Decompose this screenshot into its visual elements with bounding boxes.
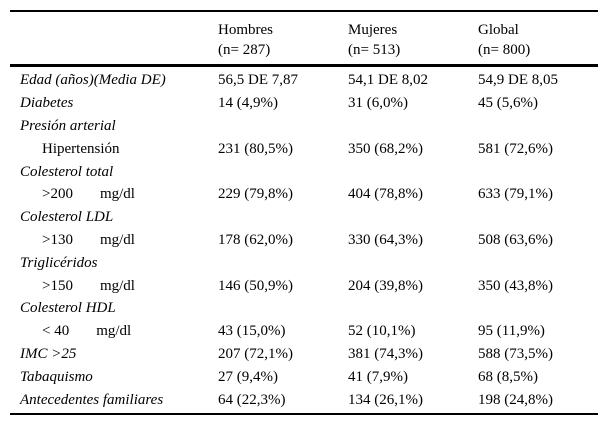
cell-value: 404 (78,8%) — [348, 186, 423, 203]
row-label-cell: Colesterol LDL — [10, 206, 218, 228]
row-label-cell: Colesterol total — [10, 161, 218, 183]
row-label-cell: Hipertensión — [10, 138, 218, 160]
cell-value: 52 (10,1%) — [348, 323, 416, 340]
cell-value: 95 (11,9%) — [478, 323, 545, 340]
row-label: Presión arterial — [20, 117, 116, 134]
row-label-cell: Presión arterial — [10, 115, 218, 137]
row-label: >130 — [42, 231, 73, 248]
row-unit: mg/dl — [99, 277, 135, 294]
cell-value: 178 (62,0%) — [218, 231, 293, 248]
row-label: Colesterol total — [20, 163, 114, 180]
row-label-cell: Diabetes — [10, 92, 218, 114]
table-row: Diabetes 14 (4,9%) 31 (6,0%) 45 (5,6%) — [10, 92, 598, 115]
col-header-global: Global (n= 800) — [478, 20, 598, 60]
table-row: Antecedentes familiares 64 (22,3%) 134 (26… — [10, 388, 598, 411]
table-row: >130 mg/dl 178 (62,0%) 330 (64,3%) 508 (63,6… — [10, 229, 598, 252]
row-label-cell: >130 mg/dl — [10, 229, 218, 251]
cell-value: 231 (80,5%) — [218, 140, 293, 157]
row-label: Antecedentes familiares — [20, 391, 164, 408]
table-row: IMC >25 207 (72,1%) 381 (74,3%) 588 (73,5%) — [10, 343, 598, 366]
row-unit: mg/dl — [99, 231, 135, 248]
cell-value: 229 (79,8%) — [218, 186, 293, 203]
row-label: Tabaquismo — [20, 368, 93, 385]
table-row: Edad (años)(Media DE) 56,5 DE 7,87 54,1 DE… — [10, 69, 598, 92]
row-label: Edad (años)(Media DE) — [20, 72, 166, 89]
col-header-mujeres: Mujeres (n= 513) — [348, 20, 478, 60]
table-row: >200 mg/dl 229 (79,8%) 404 (78,8%) 633 (79,1… — [10, 183, 598, 206]
cell-value: 330 (64,3%) — [348, 231, 423, 248]
row-label-cell: IMC >25 — [10, 343, 218, 365]
row-label-cell: >150 mg/dl — [10, 275, 218, 297]
row-label-cell: Colesterol HDL — [10, 297, 218, 319]
row-label: < 40 — [42, 323, 70, 340]
cell-value: 31 (6,0%) — [348, 95, 408, 112]
cell-value: 204 (39,8%) — [348, 277, 423, 294]
row-label-cell: < 40 mg/dl — [10, 320, 218, 342]
cell-value: 27 (9,4%) — [218, 368, 278, 385]
table-row: Hipertensión 231 (80,5%) 350 (68,2%) 581 (7… — [10, 137, 598, 160]
row-label-cell: >200 mg/dl — [10, 183, 218, 205]
col-header-hombres: Hombres (n= 287) — [218, 20, 348, 60]
col-header-n: (n= 800) — [478, 42, 531, 58]
table-row: Colesterol HDL — [10, 297, 598, 320]
table-row: Tabaquismo 27 (9,4%) 41 (7,9%) 68 (8,5%) — [10, 365, 598, 388]
stats-table: Hombres (n= 287) Mujeres (n= 513) Global… — [10, 10, 598, 415]
row-label: >150 — [42, 277, 73, 294]
row-label: IMC >25 — [20, 345, 77, 362]
cell-value: 350 (43,8%) — [478, 277, 553, 294]
cell-value: 64 (22,3%) — [218, 391, 286, 408]
cell-value: 68 (8,5%) — [478, 368, 538, 385]
cell-value: 54,1 DE 8,02 — [348, 72, 428, 89]
row-label: Hipertensión — [42, 140, 120, 157]
table-header-row: Hombres (n= 287) Mujeres (n= 513) Global… — [10, 12, 598, 64]
table-row: Presión arterial — [10, 115, 598, 138]
row-unit: mg/dl — [96, 323, 132, 340]
cell-value: 41 (7,9%) — [348, 368, 408, 385]
row-label: Diabetes — [20, 95, 74, 112]
cell-value: 350 (68,2%) — [348, 140, 423, 157]
table-row: Triglicéridos — [10, 251, 598, 274]
row-label-cell: Edad (años)(Media DE) — [10, 69, 218, 91]
cell-value: 581 (72,6%) — [478, 140, 553, 157]
cell-value: 45 (5,6%) — [478, 95, 538, 112]
col-header-n: (n= 513) — [348, 42, 401, 58]
col-header-n: (n= 287) — [218, 42, 271, 58]
row-label: >200 — [42, 186, 73, 203]
row-label: Colesterol HDL — [20, 300, 116, 317]
table-row: Colesterol total — [10, 160, 598, 183]
cell-value: 43 (15,0%) — [218, 323, 286, 340]
col-header-label: Global — [478, 22, 519, 38]
cell-value: 146 (50,9%) — [218, 277, 293, 294]
table-row: < 40 mg/dl 43 (15,0%) 52 (10,1%) 95 (11,9%) — [10, 320, 598, 343]
header-separator-rule — [10, 64, 598, 67]
row-label-cell: Triglicéridos — [10, 252, 218, 274]
table-body: Edad (años)(Media DE) 56,5 DE 7,87 54,1 DE… — [10, 67, 598, 413]
table-row: Colesterol LDL — [10, 206, 598, 229]
col-header-label: Mujeres — [348, 22, 398, 38]
cell-value: 54,9 DE 8,05 — [478, 72, 558, 89]
row-label: Colesterol LDL — [20, 209, 114, 226]
table-row: >150 mg/dl 146 (50,9%) 204 (39,8%) 350 (43,8… — [10, 274, 598, 297]
row-label-cell: Antecedentes familiares — [10, 389, 218, 411]
cell-value: 508 (63,6%) — [478, 231, 553, 248]
cell-value: 134 (26,1%) — [348, 391, 423, 408]
cell-value: 198 (24,8%) — [478, 391, 553, 408]
cell-value: 633 (79,1%) — [478, 186, 553, 203]
cell-value: 207 (72,1%) — [218, 345, 293, 362]
col-header-label: Hombres — [218, 22, 273, 38]
header-spacer — [10, 20, 218, 60]
row-unit: mg/dl — [99, 186, 135, 203]
row-label-cell: Tabaquismo — [10, 366, 218, 388]
cell-value: 56,5 DE 7,87 — [218, 72, 298, 89]
cell-value: 588 (73,5%) — [478, 345, 553, 362]
row-label: Triglicéridos — [20, 254, 98, 271]
cell-value: 381 (74,3%) — [348, 345, 423, 362]
cell-value: 14 (4,9%) — [218, 95, 278, 112]
